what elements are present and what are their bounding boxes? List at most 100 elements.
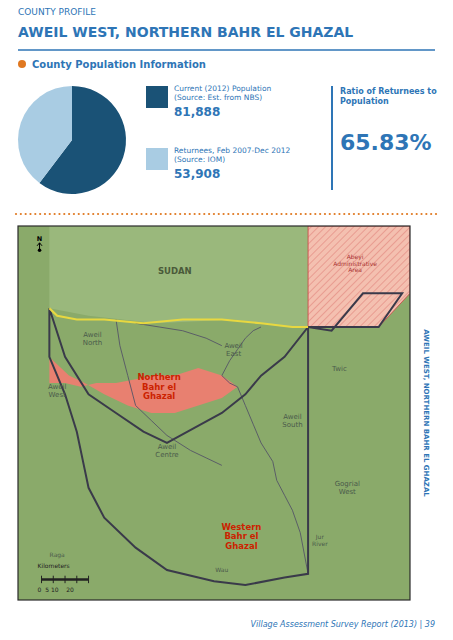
separator-dot [63,213,65,215]
map-label: AweilEast [224,342,242,358]
text-line: Raga [50,551,66,559]
separator-dot [401,213,403,215]
compass-label: N [37,235,42,243]
separator-dot [54,213,56,215]
text-line: County Population Information [32,59,206,70]
text-line: SUDAN [158,266,192,276]
separator-dot [194,213,196,215]
map: SUDANAbeyiAdministrativeAreaAweilNorthAw… [18,226,410,600]
title-rule [18,49,435,51]
text-line: COUNTY PROFILE [18,7,96,17]
separator-dot [300,213,302,215]
separator-dot [324,213,326,215]
separator-dot [314,213,316,215]
map-region [49,357,237,413]
pie-slice [18,86,72,183]
separator-dot [87,213,89,215]
legend-label: Current (2012) Population(Source: Est. f… [174,84,272,102]
separator-dot [295,213,297,215]
map-label: Raga [50,551,66,559]
scale-labels: 0 5 10 20 [38,586,74,593]
map-frame [18,226,410,600]
separator-dot [309,213,311,215]
separator-dot [218,213,220,215]
map-region [308,226,410,327]
section-title: County Population Information [32,59,206,70]
separator-dot [411,213,413,215]
separator-dot [353,213,355,215]
separator-dot [256,213,258,215]
scale-tick [88,576,89,583]
separator-dot [213,213,215,215]
text-line: (Source: Est. from NBS) [174,93,262,102]
pie [18,86,126,194]
separator-dot [78,213,80,215]
text-line: West [339,488,356,496]
map-labels: SUDANAbeyiAdministrativeAreaAweilNorthAw… [37,235,377,593]
separator-dot [102,213,104,215]
separator-dot [305,213,307,215]
separator-dot [126,213,128,215]
map-label: GogrialWest [335,480,360,496]
map-label: AweilWest [48,383,66,399]
scale-tick [65,576,66,583]
text-line: 65.83% [340,130,432,155]
separator-dot [15,213,17,215]
text-line: North [83,339,103,347]
separator-dot [92,213,94,215]
separator-dot [20,213,22,215]
separator-dot [136,213,138,215]
text-line: Population [340,97,389,106]
map-terrain [18,226,410,600]
text-line: Centre [155,451,178,459]
county-divider [136,323,222,345]
separator-dot [362,213,364,215]
separator-dot [179,213,181,215]
separator-dot [203,213,205,215]
ratio-label: Ratio of Returnees toPopulation [340,87,437,105]
map-hatch [308,226,410,327]
infographic: COUNTY PROFILE AWEIL WEST, NORTHERN BAHR … [0,0,453,640]
separator-dot [39,213,41,215]
separator-dot [319,213,321,215]
separator-dot [372,213,374,215]
text-line: 0 5 10 20 [38,586,74,593]
separator-dot [29,213,31,215]
separator-dot [237,213,239,215]
text-line: Area [348,266,362,273]
text-line: South [282,421,302,429]
sidebar-text: AWEIL WEST, NORTHERN BAHR EL GHAZAL [422,329,430,497]
map-label: AweilCentre [155,443,178,459]
separator-dot [107,213,109,215]
map-label: NorthernBahr elGhazal [137,372,180,401]
scale-title: Kilometers [38,562,70,569]
separator-dot [198,213,200,215]
map-label: Twic [331,365,347,373]
separator-dot [150,213,152,215]
ratio-value: 65.83% [340,130,432,155]
separator-dot [140,213,142,215]
text-line: 81,888 [174,105,220,119]
separator-dot [169,213,171,215]
county-divider [222,327,261,376]
legend-swatch [146,148,168,170]
map-label: AbeyiAdministrativeArea [333,253,377,273]
ratio-panel: Ratio of Returnees toPopulation 65.83% [332,86,437,190]
separator-dot [131,213,133,215]
text-line: River [312,540,328,547]
separator-dot [420,213,422,215]
separator-dot [68,213,70,215]
text-line: 53,908 [174,167,220,181]
county-divider [238,387,277,481]
text-line: (Source: IOM) [174,155,225,164]
separator-dot [121,213,123,215]
separator-dot [160,213,162,215]
border-line [49,308,308,327]
separator-dot [165,213,167,215]
separator-dot [435,213,437,215]
separator-dot [155,213,157,215]
separator-dot [430,213,432,215]
separator-dot [227,213,229,215]
separator-dot [290,213,292,215]
separator-dot [280,213,282,215]
